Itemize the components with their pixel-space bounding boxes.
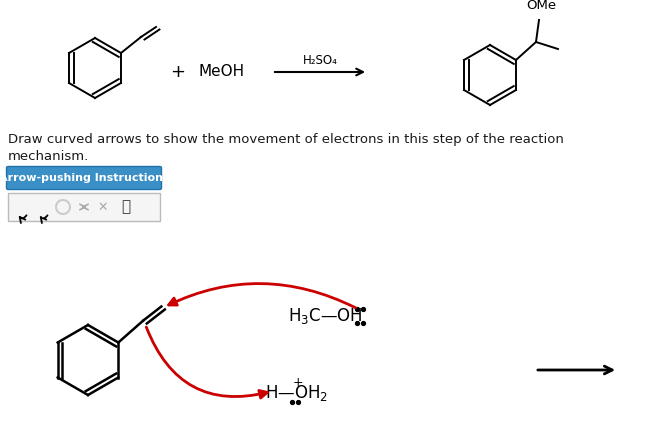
Text: Draw curved arrows to show the movement of electrons in this step of the reactio: Draw curved arrows to show the movement … — [8, 133, 564, 146]
FancyBboxPatch shape — [8, 193, 160, 221]
Text: ✕: ✕ — [98, 201, 108, 214]
FancyBboxPatch shape — [7, 166, 161, 190]
Text: MeOH: MeOH — [199, 65, 245, 80]
Text: H—OH$_2$: H—OH$_2$ — [265, 383, 328, 403]
Text: +: + — [293, 375, 303, 388]
Text: H₂SO₄: H₂SO₄ — [303, 55, 337, 67]
Text: +: + — [171, 63, 186, 81]
Text: Arrow-pushing Instructions: Arrow-pushing Instructions — [0, 173, 169, 183]
Text: OMe: OMe — [526, 0, 556, 12]
Text: mechanism.: mechanism. — [8, 150, 89, 163]
Text: 🗑: 🗑 — [122, 200, 131, 215]
Text: H$_3$C—OH: H$_3$C—OH — [288, 306, 363, 326]
